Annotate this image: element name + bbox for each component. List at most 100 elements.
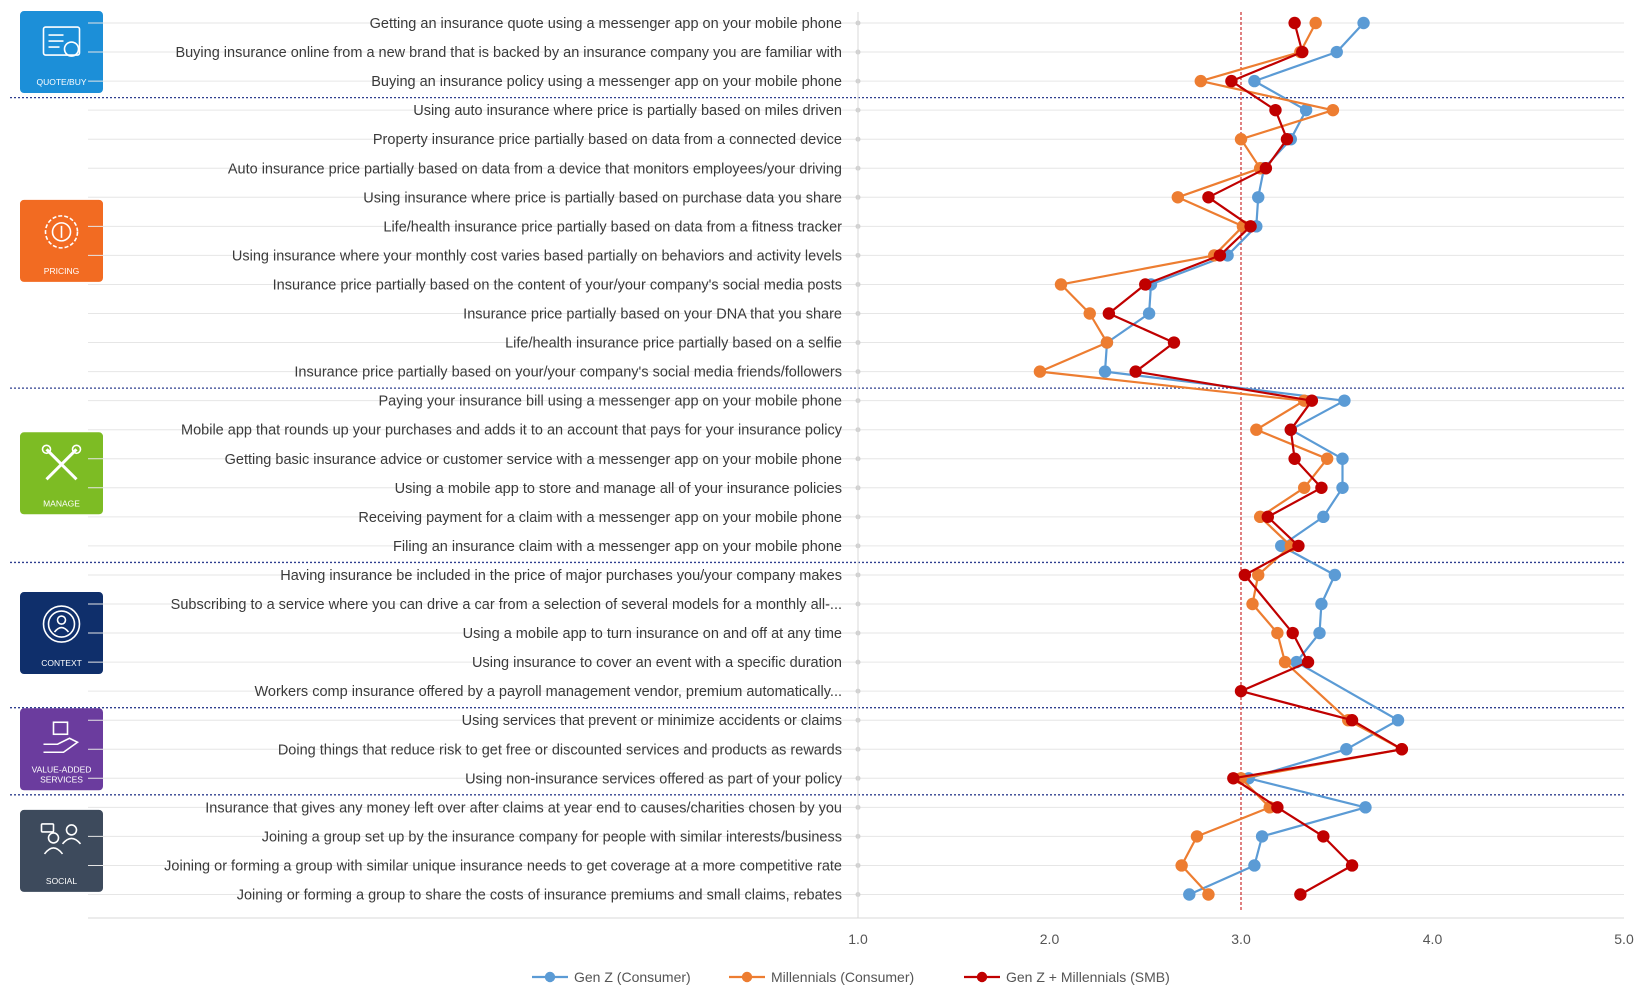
manage-icon (41, 444, 82, 481)
legend-label: Gen Z (Consumer) (574, 969, 691, 985)
group-badge-label: PRICING (44, 266, 79, 276)
data-point (1234, 133, 1248, 146)
legend: Gen Z (Consumer) Millennials (Consumer) Ge… (532, 969, 1170, 985)
category-label: Auto insurance price partially based on … (228, 161, 842, 177)
category-label: Using a mobile app to store and manage a… (395, 481, 842, 497)
data-point (1284, 423, 1297, 436)
legend-item: Gen Z + Millennials (SMB) (964, 969, 1170, 985)
data-point (1139, 278, 1152, 291)
data-point (1309, 16, 1322, 30)
quote-buy-icon (42, 26, 81, 57)
category-label: Getting an insurance quote using a messe… (370, 16, 842, 32)
category-label: Joining or forming a group to share the … (237, 888, 842, 904)
category-label: Insurance price partially based on the c… (273, 277, 842, 293)
data-point (1330, 45, 1343, 59)
legend-marker (976, 971, 988, 983)
data-point (1252, 568, 1265, 582)
data-point (1234, 684, 1248, 698)
data-point (1278, 655, 1292, 669)
context-icon (42, 605, 81, 643)
category-label: Filing an insurance claim with a messeng… (393, 539, 842, 555)
category-label: Paying your insurance bill using a messe… (379, 394, 842, 410)
x-tick-label: 3.0 (1231, 931, 1251, 947)
data-point (1183, 888, 1196, 901)
data-point (1250, 423, 1263, 436)
data-point (1255, 830, 1269, 843)
data-point (1167, 336, 1181, 349)
data-point (1202, 888, 1215, 901)
data-point (1033, 365, 1047, 378)
category-label: Buying insurance online from a new brand… (175, 45, 842, 61)
data-point (1292, 539, 1305, 553)
group-badge-manage: MANAGE (20, 432, 103, 515)
data-point (1336, 452, 1349, 465)
category-label: Using insurance where price is partially… (363, 190, 842, 206)
category-label: Life/health insurance price partially ba… (505, 336, 842, 352)
data-point (1288, 16, 1301, 30)
group-badge-quote-buy: QUOTE/BUY (20, 11, 103, 94)
data-point (1129, 365, 1142, 378)
data-point (1248, 859, 1261, 872)
legend-marker (544, 971, 556, 983)
group-badge-bg (20, 432, 103, 515)
group-badge-pricing: PRICING (20, 199, 103, 282)
data-point (1246, 597, 1259, 611)
group-badge-label: VALUE-ADDED (32, 764, 92, 774)
data-point (1286, 626, 1299, 640)
category-label: Subscribing to a service where you can d… (171, 597, 842, 613)
data-point (1261, 510, 1275, 524)
data-point (1142, 307, 1156, 320)
data-point (1326, 103, 1340, 117)
data-point (1340, 743, 1353, 756)
grid (88, 12, 1624, 919)
category-label: Having insurance be included in the pric… (280, 568, 842, 584)
data-point (1102, 307, 1116, 320)
category-label: Life/health insurance price partially ba… (383, 219, 842, 235)
social-icon (40, 823, 82, 855)
data-point (1280, 133, 1294, 146)
data-point (1359, 801, 1372, 814)
group-badge-label: SOCIAL (46, 876, 77, 886)
value-added-services-icon (43, 721, 80, 754)
data-point (1100, 336, 1114, 349)
data-point (1275, 539, 1288, 553)
data-point (1190, 830, 1204, 843)
category-label: Using non-insurance services offered as … (465, 771, 843, 787)
data-point (1313, 626, 1326, 640)
legend-label: Millennials (Consumer) (771, 969, 914, 985)
data-point (1225, 74, 1238, 88)
x-axis: 1.0 2.0 3.0 4.0 5.0 (848, 931, 1634, 947)
data-point (1315, 481, 1328, 494)
data-point (1098, 365, 1112, 378)
data-point (1336, 481, 1349, 494)
x-tick-label: 5.0 (1614, 931, 1634, 947)
group-badge-context: CONTEXT (20, 592, 103, 675)
data-point (1391, 714, 1405, 727)
category-label: Doing things that reduce risk to get fre… (278, 742, 842, 758)
data-point (1345, 859, 1359, 872)
group-badge-bg (20, 708, 103, 791)
data-point (1317, 510, 1330, 524)
data-point (1227, 772, 1240, 785)
data-point (1244, 220, 1257, 233)
data-point (1194, 74, 1207, 88)
data-point (1083, 307, 1096, 320)
series-gen-z-millennials-smb (1102, 16, 1409, 901)
data-point (1299, 103, 1313, 117)
group-badge-label: MANAGE (43, 498, 80, 508)
data-point (1271, 626, 1284, 640)
group-badge-bg (20, 11, 103, 94)
data-point (1271, 801, 1284, 814)
data-point (1317, 830, 1330, 843)
data-point (1305, 394, 1319, 407)
data-point (1248, 74, 1261, 88)
category-label: Using services that prevent or minimize … (462, 713, 842, 729)
category-label: Insurance that gives any money left over… (205, 800, 842, 816)
data-point (1296, 45, 1309, 59)
category-label: Using a mobile app to turn insurance on … (463, 626, 842, 642)
data-point (1338, 394, 1351, 407)
category-label: Workers comp insurance offered by a payr… (254, 684, 842, 700)
x-tick-label: 2.0 (1040, 931, 1060, 947)
